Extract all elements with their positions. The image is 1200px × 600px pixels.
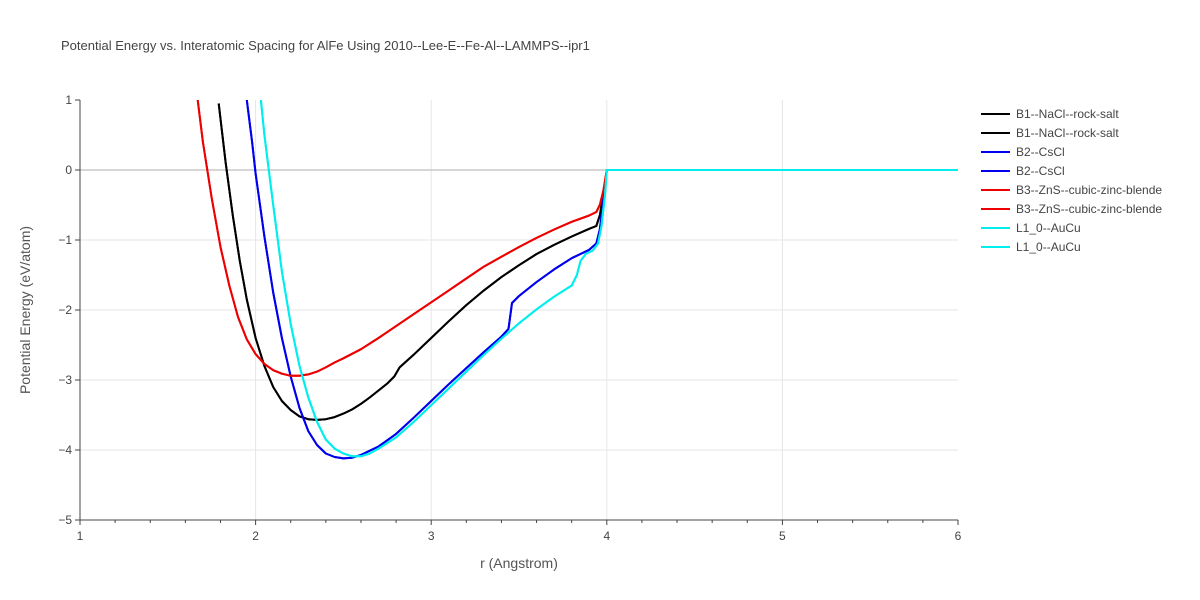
series-lines bbox=[196, 100, 958, 460]
series-line-1 bbox=[217, 103, 958, 421]
legend-label: L1_0--AuCu bbox=[1016, 240, 1081, 254]
legend-label: B2--CsCl bbox=[1016, 164, 1065, 178]
x-axis-label: r (Angstrom) bbox=[480, 555, 558, 571]
y-tick-label: −4 bbox=[58, 443, 72, 457]
x-tick-label: 3 bbox=[428, 529, 435, 543]
legend-item[interactable]: B2--CsCl bbox=[981, 164, 1065, 178]
series-line-6 bbox=[259, 100, 958, 458]
y-tick-label: 0 bbox=[65, 163, 72, 177]
y-tick-label: −1 bbox=[58, 233, 72, 247]
legend-label: B3--ZnS--cubic-zinc-blende bbox=[1016, 202, 1162, 216]
x-tick-label: 2 bbox=[252, 529, 259, 543]
legend-item[interactable]: L1_0--AuCu bbox=[981, 221, 1081, 235]
legend-item[interactable]: B2--CsCl bbox=[981, 145, 1065, 159]
legend-item[interactable]: B3--ZnS--cubic-zinc-blende bbox=[981, 183, 1162, 197]
legend-label: B3--ZnS--cubic-zinc-blende bbox=[1016, 183, 1162, 197]
legend-item[interactable]: L1_0--AuCu bbox=[981, 240, 1081, 254]
y-tick-label: −5 bbox=[58, 513, 72, 527]
series-line-2 bbox=[245, 100, 958, 460]
legend-label: B1--NaCl--rock-salt bbox=[1016, 126, 1119, 140]
y-tick-label: 1 bbox=[65, 93, 72, 107]
grid-lines bbox=[80, 100, 958, 520]
legend-item[interactable]: B1--NaCl--rock-salt bbox=[981, 107, 1119, 121]
x-tick-label: 4 bbox=[603, 529, 610, 543]
legend-label: B1--NaCl--rock-salt bbox=[1016, 107, 1119, 121]
y-tick-label: −2 bbox=[58, 303, 72, 317]
y-tick-labels: −5 −4 −3 −2 −1 0 1 bbox=[58, 93, 72, 527]
x-tick-label: 5 bbox=[779, 529, 786, 543]
series-line-0 bbox=[217, 103, 958, 421]
legend-label: B2--CsCl bbox=[1016, 145, 1065, 159]
y-tick-label: −3 bbox=[58, 373, 72, 387]
series-line-7 bbox=[259, 100, 958, 458]
legend[interactable]: B1--NaCl--rock-salt B1--NaCl--rock-salt B2… bbox=[981, 107, 1162, 254]
legend-item[interactable]: B1--NaCl--rock-salt bbox=[981, 126, 1119, 140]
x-tick-labels: 1 2 3 4 5 6 bbox=[77, 529, 962, 543]
y-axis-label: Potential Energy (eV/atom) bbox=[17, 226, 33, 394]
series-line-5 bbox=[196, 100, 958, 377]
legend-item[interactable]: B3--ZnS--cubic-zinc-blende bbox=[981, 202, 1162, 216]
series-line-4 bbox=[196, 100, 958, 377]
series-line-3 bbox=[245, 100, 958, 460]
x-tick-label: 6 bbox=[955, 529, 962, 543]
x-tick-label: 1 bbox=[77, 529, 84, 543]
legend-label: L1_0--AuCu bbox=[1016, 221, 1081, 235]
chart-title: Potential Energy vs. Interatomic Spacing… bbox=[61, 38, 590, 53]
axes bbox=[75, 99, 959, 525]
